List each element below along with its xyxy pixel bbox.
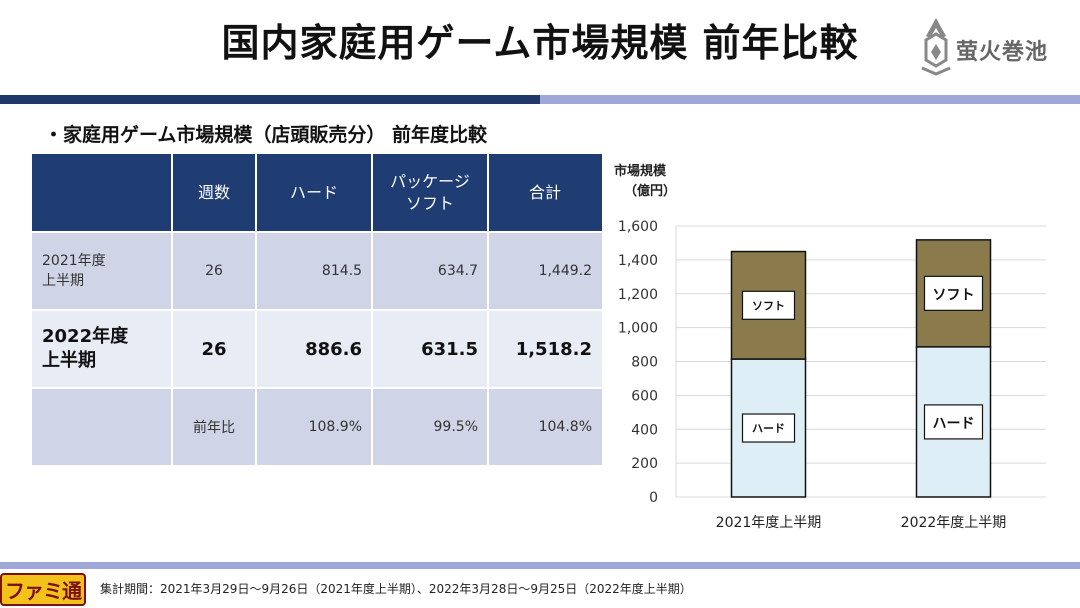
y-tick-label: 1,600 bbox=[618, 219, 658, 235]
table-row-label bbox=[32, 388, 172, 465]
brand-logo: 萤火巻池 bbox=[918, 16, 1068, 80]
header-band-dark bbox=[0, 95, 540, 104]
x-tick-label: 2022年度上半期 bbox=[901, 515, 1007, 531]
comparison-table: 週数 ハード パッケージ ソフト 合計 2021年度 上半期 26 814.5 … bbox=[32, 154, 602, 465]
table-cell-total: 1,449.2 bbox=[488, 232, 602, 310]
table-cell-weeks: 26 bbox=[172, 310, 256, 388]
chart-canvas: 0 200 400 600 800 1,000 1,200 1,400 1,600 ハード ソフト 2… bbox=[618, 219, 1046, 531]
y-tick-label: 1,200 bbox=[618, 287, 658, 303]
y-tick-label: 1,400 bbox=[618, 253, 658, 269]
table-cell-weeks: 26 bbox=[172, 232, 256, 310]
page-title: 国内家庭用ゲーム市場規模 前年比較 bbox=[221, 21, 859, 65]
table-cell-hard: 814.5 bbox=[256, 232, 372, 310]
table-header-soft: パッケージ ソフト bbox=[372, 154, 488, 232]
x-tick-label: 2021年度上半期 bbox=[716, 515, 822, 531]
bar-label: ソフト bbox=[752, 299, 785, 312]
bar-label-box bbox=[741, 413, 796, 443]
bar-label-box bbox=[923, 275, 984, 311]
table-cell-hard: 886.6 bbox=[256, 310, 372, 388]
table-cell-total: 104.8% bbox=[488, 388, 602, 465]
bar-label-box bbox=[923, 404, 984, 440]
bar-label-box bbox=[741, 290, 796, 320]
chart-ylabel: 市場規模 bbox=[614, 164, 667, 179]
table-header-corner bbox=[32, 154, 172, 232]
section-subtitle: ・家庭用ゲーム市場規模（店頭販売分） 前年度比較 bbox=[44, 124, 488, 146]
table-divider bbox=[32, 309, 602, 311]
y-tick-label: 200 bbox=[631, 456, 658, 472]
footer-band bbox=[0, 562, 1080, 569]
y-tick-label: 800 bbox=[631, 355, 658, 371]
bar-label: ハード bbox=[752, 422, 785, 435]
y-tick-label: 600 bbox=[631, 388, 658, 404]
table-divider bbox=[32, 387, 602, 389]
y-tick-label: 0 bbox=[649, 490, 658, 506]
table-divider bbox=[32, 231, 602, 233]
chart-ylabel-unit: （億円） bbox=[624, 184, 677, 199]
table-row-label: 2022年度 上半期 bbox=[32, 310, 172, 388]
table-cell-soft: 631.5 bbox=[372, 310, 488, 388]
y-tick-label: 1,000 bbox=[618, 321, 658, 337]
table-header-weeks: 週数 bbox=[172, 154, 256, 232]
brand-logo-text: 萤火巻池 bbox=[956, 40, 1049, 65]
table-row-label: 2021年度 上半期 bbox=[32, 232, 172, 310]
bar-label: ハード bbox=[933, 416, 975, 432]
table-cell-hard: 108.9% bbox=[256, 388, 372, 465]
lantern-icon bbox=[921, 18, 951, 76]
table-cell-total: 1,518.2 bbox=[488, 310, 602, 388]
bar-label: ソフト bbox=[933, 287, 975, 303]
market-size-chart: 市場規模 （億円） 0 200 400 600 800 1,000 1,200 1,400 1,… bbox=[604, 150, 1074, 550]
footnote: 集計期間：2021年3月29日～9月26日（2021年度上半期）、2022年3月… bbox=[100, 582, 692, 596]
table-header-hard: ハード bbox=[256, 154, 372, 232]
table-cell-soft: 99.5% bbox=[372, 388, 488, 465]
y-tick-label: 400 bbox=[631, 422, 658, 438]
header-band-light bbox=[540, 95, 1080, 104]
famitsu-logo: ファミ通 bbox=[0, 573, 86, 606]
table-cell-soft: 634.7 bbox=[372, 232, 488, 310]
table-header-total: 合計 bbox=[488, 154, 602, 232]
table-cell-yoy-label: 前年比 bbox=[172, 388, 256, 465]
